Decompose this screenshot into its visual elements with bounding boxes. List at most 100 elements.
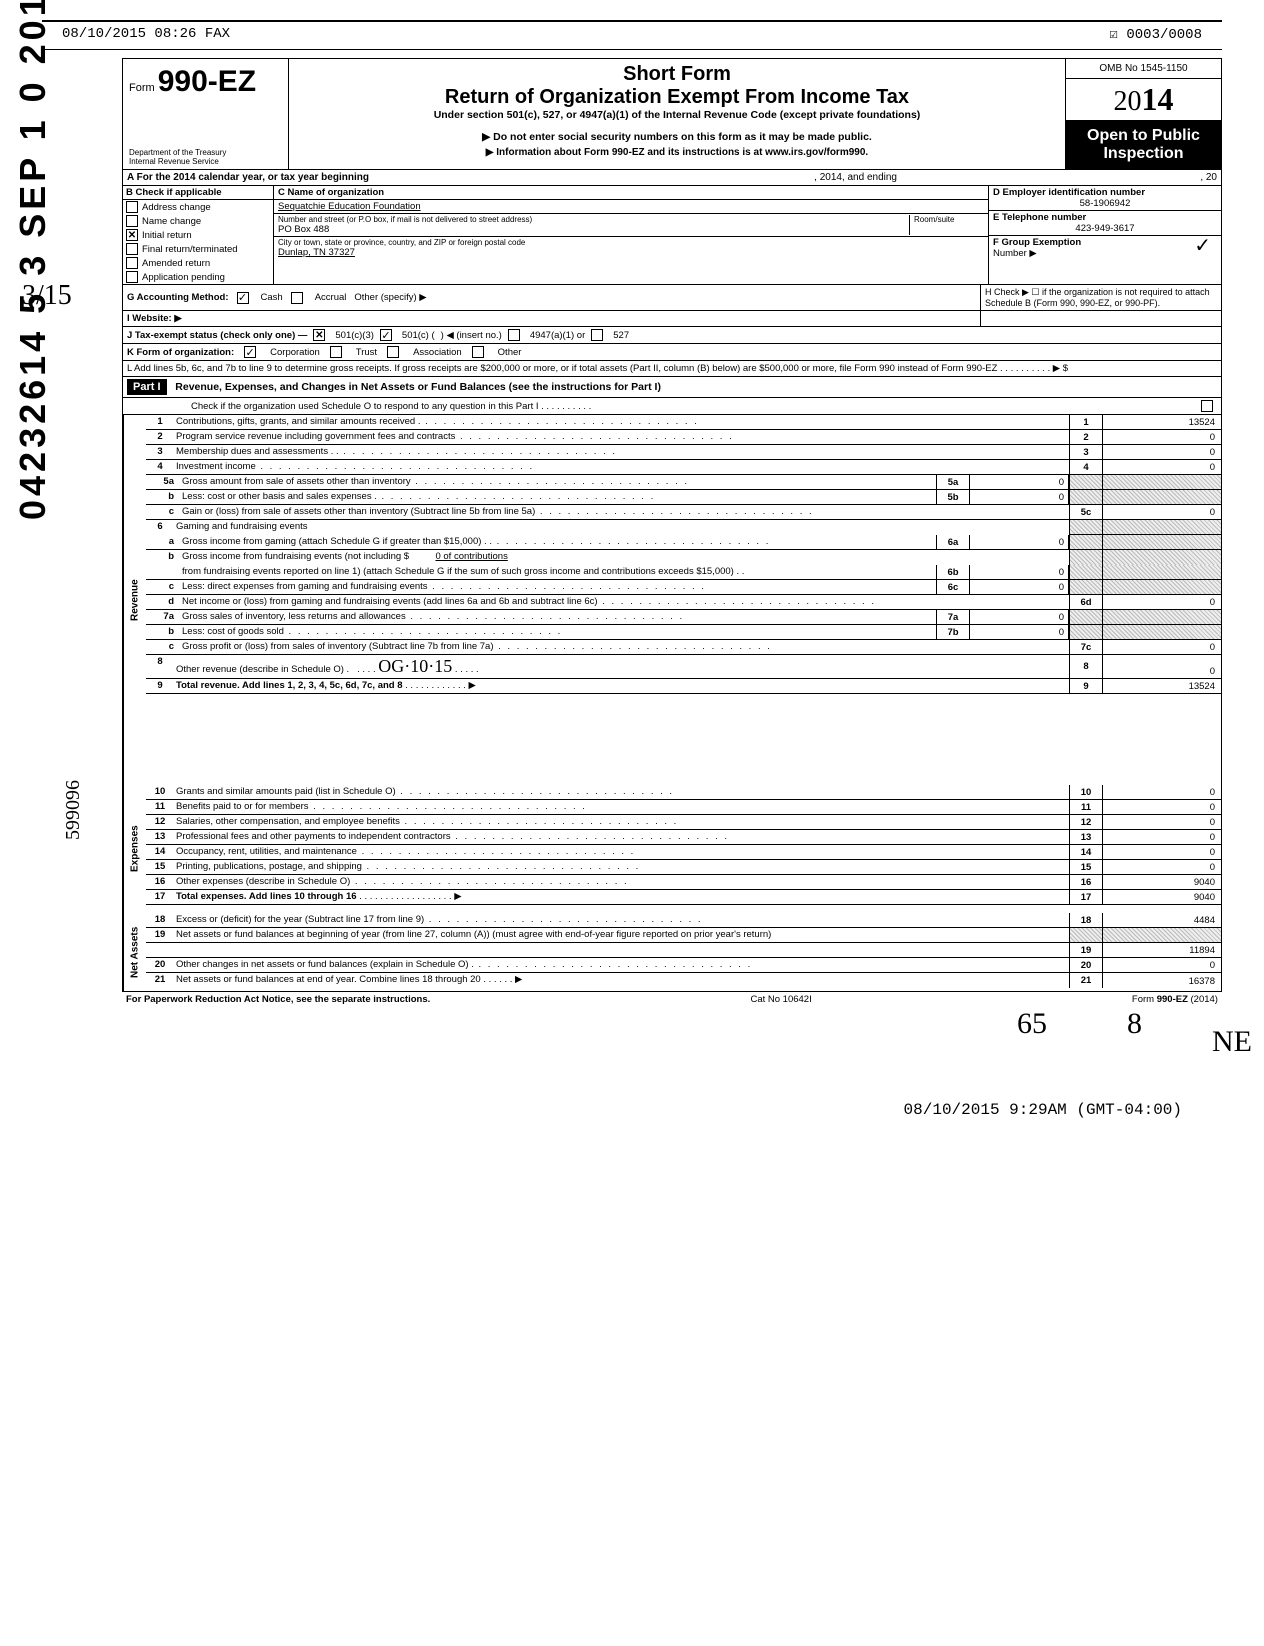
chk-name-change[interactable]: Name change — [123, 214, 273, 228]
line-8: Other revenue (describe in Schedule O) .… — [174, 655, 1069, 679]
chk-cash[interactable] — [237, 292, 249, 304]
line-6b: Gross income from fundraising events (no… — [180, 550, 1069, 565]
line-12: Salaries, other compensation, and employ… — [174, 815, 1069, 830]
row-a-tax-year: A For the 2014 calendar year, or tax yea… — [122, 169, 1222, 186]
line-15: Printing, publications, postage, and shi… — [174, 860, 1069, 875]
section-c-org: C Name of organization Sequatchie Educat… — [274, 186, 989, 284]
part-i-check: Check if the organization used Schedule … — [122, 398, 1222, 415]
chk-application-pending[interactable]: Application pending — [123, 270, 273, 284]
val-16: 9040 — [1103, 875, 1221, 890]
chk-accrual[interactable] — [291, 292, 303, 304]
row-j: J Tax-exempt status (check only one) — 5… — [122, 327, 1222, 344]
f-number: Number ▶ — [993, 248, 1037, 259]
val-12: 0 — [1103, 815, 1221, 830]
l-text: L Add lines 5b, 6c, and 7b to line 9 to … — [123, 361, 1221, 376]
val-6d: 0 — [1103, 595, 1221, 610]
section-def: D Employer identification number58-19069… — [989, 186, 1221, 284]
d-label: D Employer identification number — [993, 187, 1145, 198]
chk-501c[interactable] — [380, 329, 392, 341]
chk-501c3[interactable] — [313, 329, 325, 341]
street: PO Box 488 — [278, 224, 909, 235]
line-21: Net assets or fund balances at end of ye… — [174, 973, 1069, 988]
room-label: Room/suite — [909, 215, 984, 235]
line-9: Total revenue. Add lines 1, 2, 3, 4, 5c,… — [174, 679, 1069, 694]
part-i-heading: Revenue, Expenses, and Changes in Net As… — [175, 381, 661, 393]
form-subtitle: Under section 501(c), 527, or 4947(a)(1)… — [295, 109, 1059, 121]
line-5c: Gain or (loss) from sale of assets other… — [180, 505, 1069, 520]
pra-notice: For Paperwork Reduction Act Notice, see … — [126, 994, 430, 1005]
chk-527[interactable] — [591, 329, 603, 341]
checkmark-f: ✓ — [1194, 233, 1211, 258]
j-label: J Tax-exempt status (check only one) — — [127, 330, 307, 341]
part-i-badge: Part I — [127, 379, 167, 395]
chk-4947[interactable] — [508, 329, 520, 341]
section-b-checkboxes: B Check if applicable Address change Nam… — [123, 186, 274, 284]
chk-trust[interactable] — [330, 346, 342, 358]
i-label: I Website: ▶ — [127, 313, 182, 324]
val-17: 9040 — [1103, 890, 1221, 905]
form-title: Return of Organization Exempt From Incom… — [295, 86, 1059, 109]
line-19: Net assets or fund balances at beginning… — [174, 928, 1069, 943]
dept-treasury: Department of the Treasury Internal Reve… — [129, 149, 284, 167]
city: Dunlap, TN 37327 — [278, 247, 984, 258]
val-20: 0 — [1103, 958, 1221, 973]
line-6: Gaming and fundraising events — [174, 520, 1069, 535]
val-5a: 0 — [970, 475, 1069, 490]
g-label: G Accounting Method: — [127, 292, 229, 303]
line-7c: Gross profit or (loss) from sales of inv… — [180, 640, 1069, 655]
line-13: Professional fees and other payments to … — [174, 830, 1069, 845]
chk-amended[interactable]: Amended return — [123, 256, 273, 270]
city-label: City or town, state or province, country… — [278, 238, 984, 247]
val-4: 0 — [1103, 460, 1221, 475]
block-bcdef: B Check if applicable Address change Nam… — [122, 186, 1222, 285]
line-2: Program service revenue including govern… — [174, 430, 1069, 445]
chk-schedule-o[interactable] — [1201, 400, 1213, 412]
fax-page: ☑ 0003/0008 — [1110, 26, 1202, 43]
val-7c: 0 — [1103, 640, 1221, 655]
street-label: Number and street (or P.O box, if mail i… — [278, 215, 909, 224]
stamp-vertical: 04232614 5 3 SEP 1 0 2015 — [12, 0, 54, 520]
phone: 423-949-3617 — [993, 223, 1217, 234]
h-text: H Check ▶ ☐ if the organization is not r… — [980, 285, 1221, 310]
handwriting-bottom: 65 8 — [122, 1007, 1222, 1041]
chk-address-change[interactable]: Address change — [123, 200, 273, 214]
hand-ne: NE — [1212, 1025, 1252, 1059]
val-13: 0 — [1103, 830, 1221, 845]
k-label: K Form of organization: — [127, 347, 234, 358]
line-10: Grants and similar amounts paid (list in… — [174, 785, 1069, 800]
line-4: Investment income — [174, 460, 1069, 475]
f-label: F Group Exemption — [993, 237, 1081, 248]
line-6c: Less: direct expenses from gaming and fu… — [180, 580, 936, 595]
row-k: K Form of organization: Corporation Trus… — [122, 344, 1222, 361]
short-form-label: Short Form — [295, 63, 1059, 86]
val-6a: 0 — [970, 535, 1069, 550]
line-3: Membership dues and assessments . . — [174, 445, 1069, 460]
line-5a: Gross amount from sale of assets other t… — [180, 475, 936, 490]
val-5c: 0 — [1103, 505, 1221, 520]
val-9: 13524 — [1103, 679, 1221, 694]
val-6c: 0 — [970, 580, 1069, 595]
line-7a: Gross sales of inventory, less returns a… — [180, 610, 936, 625]
omb-number: OMB No 1545-1150 — [1066, 59, 1221, 79]
chk-final-return[interactable]: Final return/terminated — [123, 242, 273, 256]
chk-other[interactable] — [472, 346, 484, 358]
line-1: Contributions, gifts, grants, and simila… — [174, 415, 1069, 430]
hand-65: 65 — [1017, 1007, 1047, 1041]
row-g-h: G Accounting Method: Cash Accrual Other … — [122, 285, 1222, 311]
val-14: 0 — [1103, 845, 1221, 860]
chk-initial-return[interactable]: Initial return — [123, 228, 273, 242]
val-21: 16378 — [1103, 973, 1221, 988]
val-8: 0 — [1103, 655, 1221, 679]
val-10: 0 — [1103, 785, 1221, 800]
row-i: I Website: ▶ — [122, 311, 1222, 327]
chk-assoc[interactable] — [387, 346, 399, 358]
part-i-header: Part I Revenue, Expenses, and Changes in… — [122, 377, 1222, 398]
line-11: Benefits paid to or for members — [174, 800, 1069, 815]
val-7a: 0 — [970, 610, 1069, 625]
chk-corp[interactable] — [244, 346, 256, 358]
line-14: Occupancy, rent, utilities, and maintena… — [174, 845, 1069, 860]
val-2: 0 — [1103, 430, 1221, 445]
form-ref: Form 990-EZ (2014) — [1132, 994, 1218, 1005]
val-15: 0 — [1103, 860, 1221, 875]
line-16: Other expenses (describe in Schedule O) — [174, 875, 1069, 890]
